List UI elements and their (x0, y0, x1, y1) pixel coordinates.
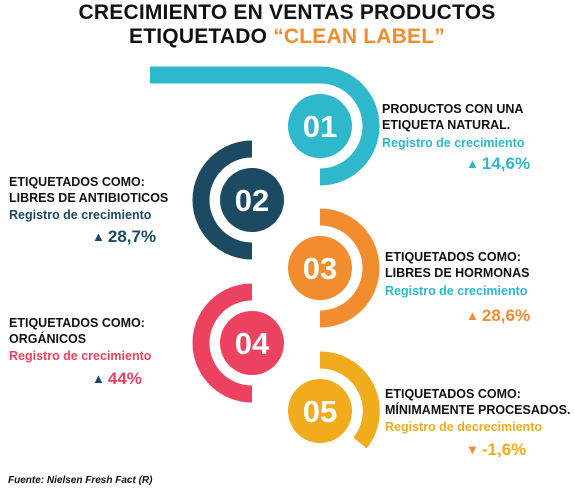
badge-num-01: 01 (303, 109, 337, 144)
band-03 (319, 208, 380, 328)
badge-num-02: 02 (235, 183, 269, 218)
item-02-label-2: LIBRES DE ANTIBIOTICOS (9, 191, 169, 205)
arrow-up-icon: ▲ (92, 229, 105, 244)
badge-num-03: 03 (303, 251, 337, 286)
item-03-label-2: LIBRES DE HORMONAS (385, 266, 530, 280)
item-05-label-1: ETIQUETADOS COMO: (385, 387, 521, 401)
arrow-down-icon: ▼ (466, 442, 479, 457)
item-05-label-2: MÍNIMAMENTE PROCESADOS. (385, 403, 571, 417)
item-03-value: ▲ 28,6% (466, 306, 531, 325)
item-04-label-1: ETIQUETADOS COMO: (9, 316, 145, 330)
badge-num-05: 05 (303, 394, 337, 429)
item-04-label-2: ORGÁNICOS (9, 332, 87, 346)
item-01-label-2: ETIQUETA NATURAL. (382, 118, 511, 132)
badge-num-04: 04 (235, 326, 270, 361)
band-05 (319, 351, 380, 449)
title-line-1: CRECIMIENTO EN VENTAS PRODUCTOS (78, 1, 496, 24)
arrow-up-icon: ▲ (466, 308, 479, 323)
item-02-label-1: ETIQUETADOS COMO: (9, 175, 145, 189)
item-01-value: ▲ 14,6% (466, 154, 531, 173)
source-note: Fuente: Nielsen Fresh Fact (R) (8, 475, 153, 486)
item-05-registro: Registro de decrecimiento (385, 420, 542, 434)
band-01 (150, 66, 380, 186)
badge-02 (220, 168, 284, 232)
band-04 (192, 283, 253, 403)
item-04-value: ▲ 44% (92, 369, 142, 388)
item-02-value: ▲ 28,7% (92, 227, 157, 246)
item-03-registro: Registro de crecimiento (385, 284, 528, 298)
item-05-value: ▼ -1,6% (466, 440, 527, 459)
item-01-registro: Registro de crecimiento (382, 136, 525, 150)
title-prefix: ETIQUETADO (129, 25, 274, 48)
badge-01 (288, 94, 352, 158)
item-04-registro: Registro de crecimiento (9, 349, 152, 363)
badge-04 (220, 311, 284, 375)
band-02 (192, 140, 253, 260)
item-02-registro: Registro de crecimiento (9, 208, 152, 222)
item-01-label-1: PRODUCTOS CON UNA (382, 102, 524, 116)
title-line-2: ETIQUETADO “CLEAN LABEL” (0, 25, 574, 49)
arrow-up-icon: ▲ (466, 156, 479, 171)
badge-03 (288, 236, 352, 300)
title-highlight: “CLEAN LABEL” (273, 25, 445, 48)
badge-05 (288, 379, 352, 443)
item-03-label-1: ETIQUETADOS COMO: (385, 250, 521, 264)
arrow-up-icon: ▲ (92, 371, 105, 386)
